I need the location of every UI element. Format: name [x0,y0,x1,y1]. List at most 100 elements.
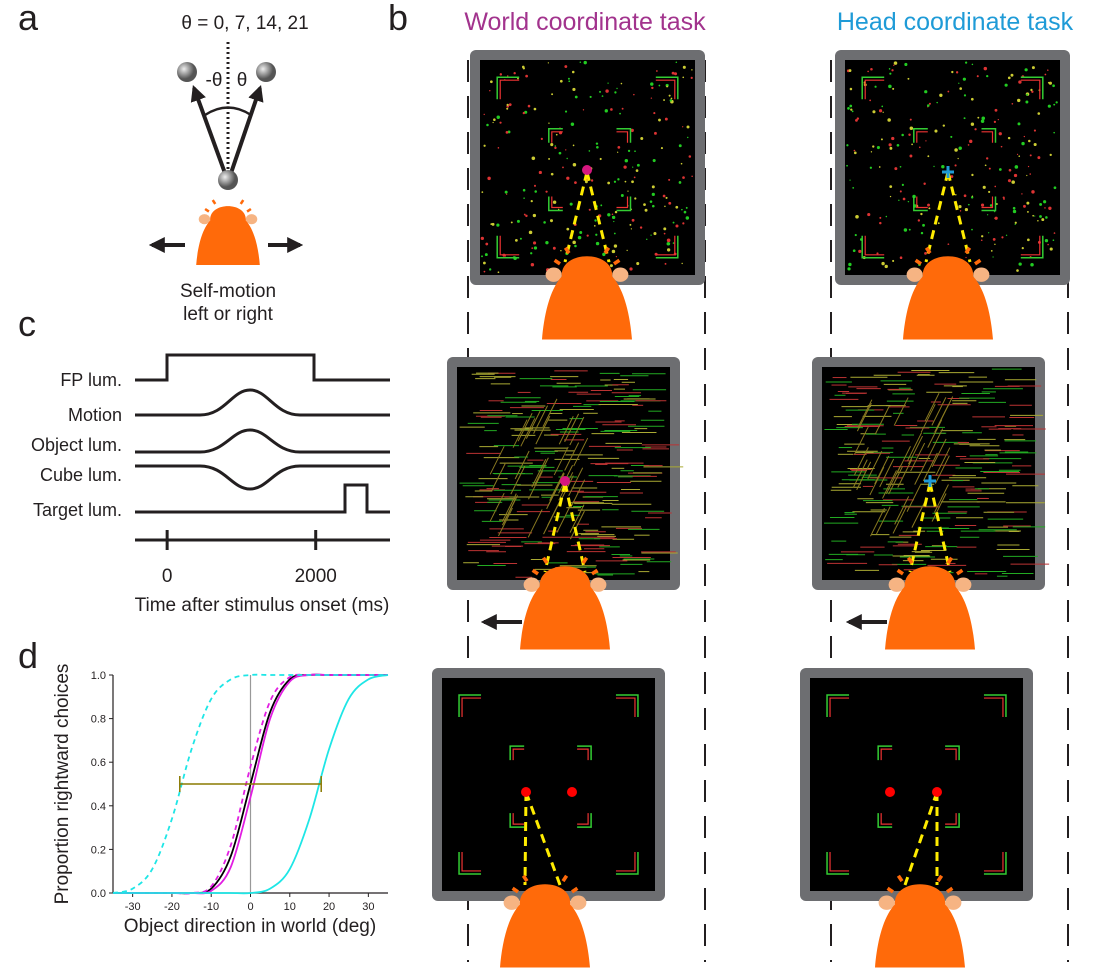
star [614,210,618,214]
y-tick-label: 0.0 [91,888,106,900]
monkey [903,245,993,340]
star [517,77,519,80]
streak [931,493,947,522]
star [997,118,999,121]
star [869,166,873,169]
cube-corner [826,851,850,875]
panel-label: c [18,303,36,344]
star [613,180,617,183]
star [1012,206,1016,210]
star [481,255,483,258]
star [928,102,931,105]
cube-corner [1020,235,1041,256]
caption: left or right [183,304,273,325]
display [845,60,1060,275]
star [986,74,989,78]
streak [907,432,923,461]
star [678,144,682,148]
star [887,118,891,122]
star [658,118,661,122]
star [629,223,632,226]
star [918,146,921,149]
star [993,210,996,213]
star [611,215,616,220]
streak [924,392,940,422]
star [1026,201,1030,205]
streak [933,484,949,513]
star [669,99,672,102]
star [874,85,877,88]
star [870,67,873,71]
star [682,76,685,79]
star [1052,239,1055,242]
cube-corner [615,697,636,718]
star [1016,269,1019,272]
star [549,219,553,223]
star [971,173,974,177]
streak [553,446,569,476]
star [572,144,575,147]
fixation [560,476,570,486]
star [1031,90,1034,93]
x-tick-label: 30 [362,901,374,913]
star [631,180,634,184]
star [482,261,486,265]
streak [869,466,885,496]
star [848,69,852,72]
star [934,129,938,133]
streak [527,509,543,538]
star [955,193,957,196]
star [616,87,618,90]
star [574,181,577,185]
gaze-line [563,171,589,263]
cube-corner [829,851,850,872]
star [1047,243,1049,246]
star [958,146,962,150]
star [550,143,554,147]
star [624,159,629,163]
star [496,115,500,120]
psychometric-curve [112,674,389,895]
star [565,149,567,151]
cube-corner [499,79,520,100]
star [595,233,598,236]
cube-corner [981,196,997,212]
monkey [500,873,590,968]
cube-corner [880,748,893,761]
star [983,66,988,71]
monkey [520,555,610,650]
star [958,82,960,84]
star [508,103,512,107]
star [686,125,690,129]
star [909,118,912,121]
streak [892,505,908,534]
streak [906,483,922,512]
monkey [875,873,965,968]
star [1037,112,1041,115]
star [617,145,621,149]
cube-corner [548,196,563,212]
star [595,142,599,145]
star [1032,214,1035,217]
star [1018,155,1021,158]
x-tick-label: 20 [323,901,335,913]
star [491,222,495,226]
star [627,149,631,153]
star [672,242,675,244]
star [567,77,570,80]
star [586,234,589,237]
streak [520,418,536,447]
star [483,144,486,147]
star [994,216,998,220]
streak [893,397,909,426]
streak [569,510,585,540]
ball [218,170,238,190]
star [1033,129,1037,132]
star [593,225,596,227]
star [881,105,884,108]
target [932,787,942,797]
cube-corner [1020,79,1041,100]
cube-corner [548,128,563,143]
streak [569,416,585,446]
